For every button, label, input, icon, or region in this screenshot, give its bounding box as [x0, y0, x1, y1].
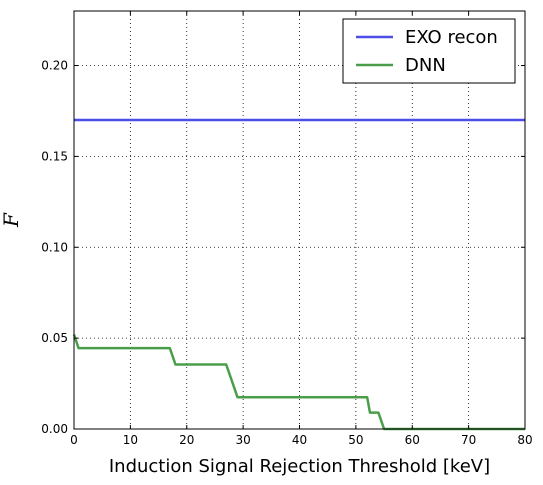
legend: EXO recon DNN — [342, 18, 516, 84]
y-tick-label: 0.15 — [41, 149, 68, 163]
legend-entry-label: DNN — [405, 55, 446, 76]
x-tick-label: 60 — [405, 433, 420, 447]
x-tick-label: 40 — [292, 433, 307, 447]
x-tick-label: 30 — [235, 433, 250, 447]
y-tick-label: 0.05 — [41, 331, 68, 345]
legend-entry-label: EXO recon — [405, 27, 498, 48]
x-tick-label: 0 — [70, 433, 78, 447]
y-tick-label: 0.00 — [41, 422, 68, 436]
x-tick-label: 80 — [517, 433, 532, 447]
series-line-dnn — [72, 334, 525, 431]
series-lines — [72, 118, 525, 431]
legend-box — [342, 18, 516, 84]
x-tick-label: 10 — [123, 433, 138, 447]
axis-ticks: 0 10 20 30 40 50 60 70 80 0.00 0.05 0.10 0.15 0.20 — [41, 11, 533, 447]
y-axis-label: F — [0, 212, 23, 228]
x-tick-label: 50 — [348, 433, 363, 447]
x-tick-label: 70 — [461, 433, 476, 447]
x-tick-label: 20 — [179, 433, 194, 447]
y-tick-label: 0.20 — [41, 59, 68, 73]
x-axis-label: Induction Signal Rejection Threshold [ke… — [109, 456, 490, 477]
y-tick-label: 0.10 — [41, 240, 68, 254]
